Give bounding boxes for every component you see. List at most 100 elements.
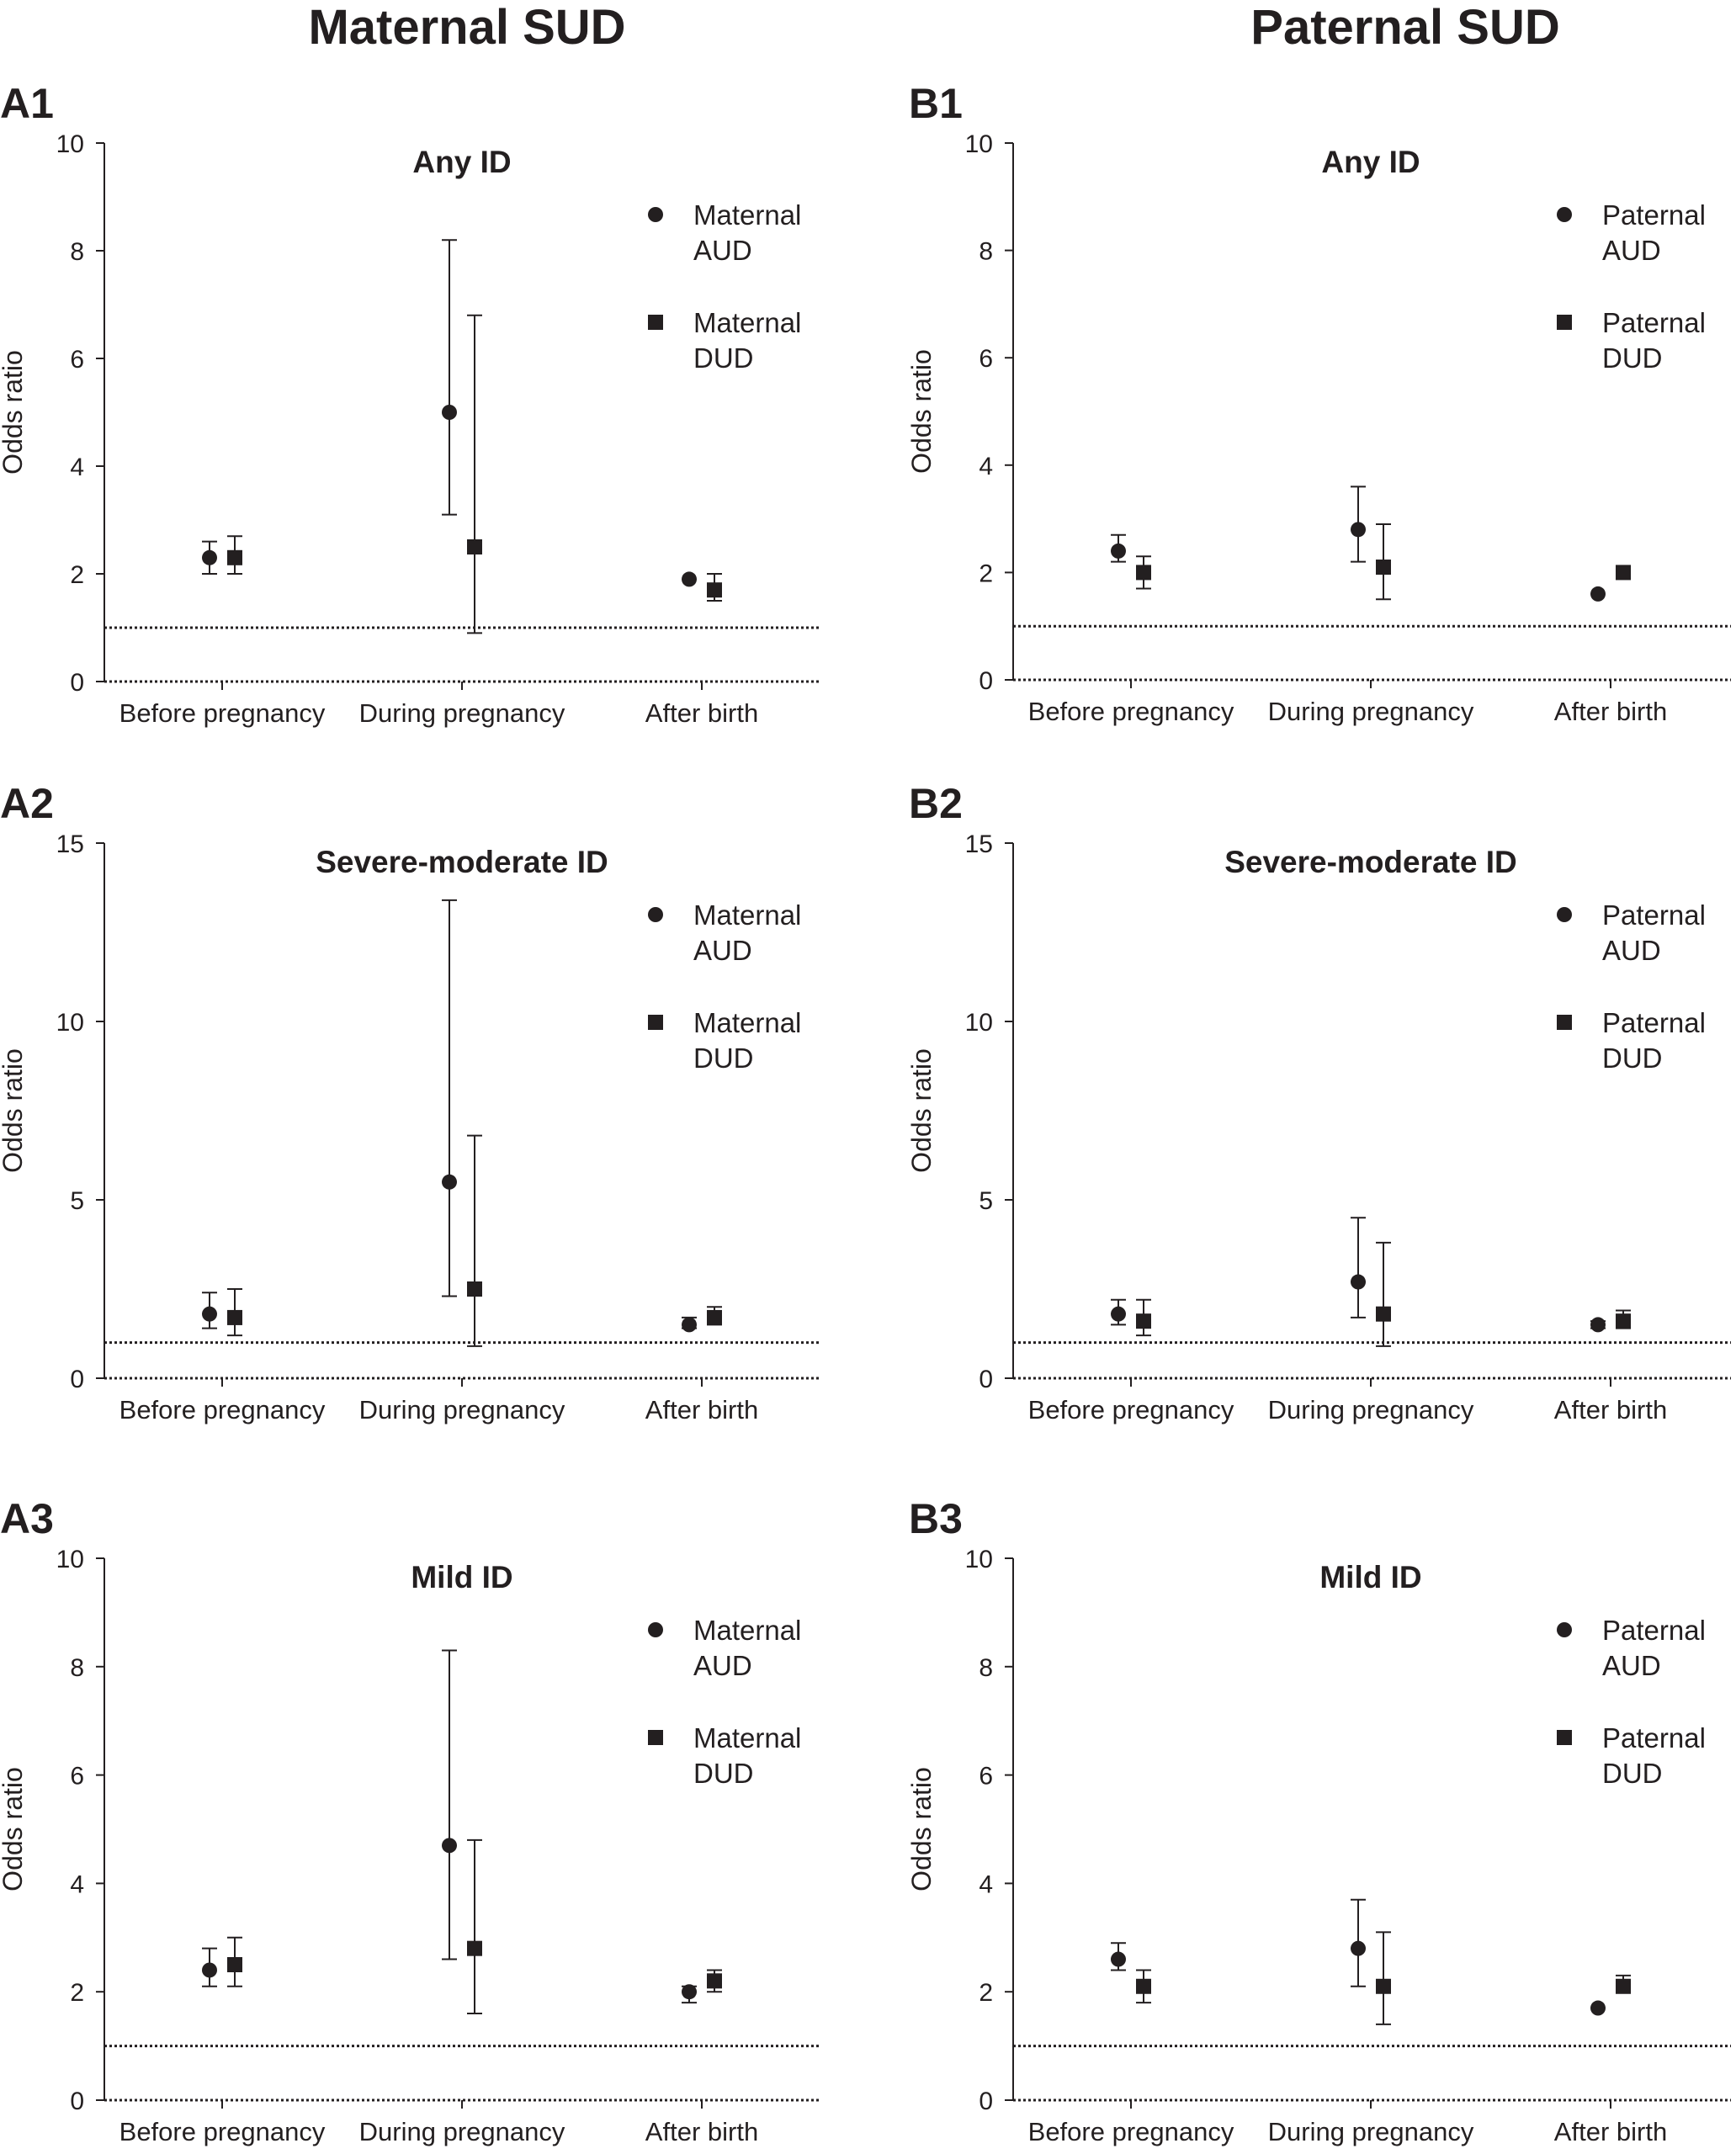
- y-axis-label: Odds ratio: [906, 1048, 937, 1173]
- data-point-aud: [202, 549, 217, 565]
- y-tick-label: 0: [70, 2088, 84, 2115]
- legend-label-line: DUD: [1602, 342, 1663, 374]
- legend-label-line: Paternal: [1602, 1615, 1706, 1646]
- y-tick-label: 0: [979, 2088, 993, 2115]
- data-point-aud: [682, 1317, 697, 1333]
- x-tick-label: During pregnancy: [1268, 1395, 1474, 1425]
- y-tick-label: 10: [56, 1009, 84, 1037]
- legend-label: Paternal AUD: [1602, 1615, 1706, 1681]
- legend-marker-square: [1557, 315, 1572, 330]
- legend-label-line: Paternal: [1602, 307, 1706, 338]
- y-tick-label: 8: [70, 1654, 84, 1682]
- x-tick-label: After birth: [645, 698, 758, 728]
- y-tick-label: 2: [70, 1979, 84, 2007]
- panel-title: Severe-moderate ID: [316, 845, 608, 879]
- panel-label: A1: [0, 80, 54, 127]
- data-point-dud: [227, 549, 242, 565]
- y-tick-label: 4: [979, 453, 993, 480]
- legend-label: Paternal AUD: [1602, 199, 1706, 266]
- x-tick-label: Before pregnancy: [119, 698, 326, 728]
- legend-label-line: DUD: [1602, 1043, 1663, 1074]
- legend-marker-circle: [1557, 207, 1572, 222]
- data-point-dud: [467, 1281, 482, 1297]
- data-point-aud: [1351, 1940, 1366, 1956]
- legend-label: Paternal DUD: [1602, 1007, 1706, 1074]
- legend-label-line: DUD: [1602, 1758, 1663, 1789]
- legend-label: Paternal DUD: [1602, 1722, 1706, 1789]
- data-point-aud: [442, 1838, 457, 1854]
- data-point-aud: [1111, 543, 1126, 559]
- panels: A1 Any ID 0 2 4 6 8 10 Odds ratio Before pregnanc…: [0, 80, 1731, 2146]
- x-tick-label: After birth: [645, 1395, 758, 1425]
- legend-label-line: DUD: [693, 342, 754, 374]
- data-point-dud: [1376, 1306, 1391, 1322]
- y-axis-label: Odds ratio: [0, 1767, 28, 1891]
- x-tick-label: After birth: [1554, 1395, 1667, 1425]
- panel-label: B3: [909, 1495, 963, 1542]
- data-point-aud: [1111, 1951, 1126, 1967]
- panel-title: Severe-moderate ID: [1224, 845, 1517, 879]
- panel-label: B2: [909, 780, 963, 827]
- legend-label: Maternal DUD: [693, 307, 801, 374]
- y-tick-label: 6: [979, 345, 993, 373]
- legend-label-line: Maternal: [693, 199, 801, 231]
- panel-b1: B1 Any ID 0 2 4 6 8 10 Odds ratio Before pregnanc…: [906, 80, 1731, 726]
- panel-b2: B2 Severe-moderate ID 0 5 10 15 Odds ratio Befo…: [906, 780, 1731, 1425]
- panel-label: A2: [0, 780, 54, 827]
- legend-label-line: AUD: [693, 235, 752, 266]
- legend-label-line: Maternal: [693, 307, 801, 338]
- data-point-dud: [707, 1309, 722, 1325]
- y-tick-label: 10: [56, 130, 84, 158]
- data-point-aud: [1590, 1317, 1606, 1333]
- y-tick-label: 0: [70, 1366, 84, 1393]
- y-tick-label: 0: [70, 669, 84, 697]
- y-tick-label: 0: [979, 1366, 993, 1393]
- legend-marker-circle: [648, 1622, 663, 1637]
- x-tick-label: Before pregnancy: [1028, 697, 1234, 726]
- legend-label-line: DUD: [693, 1043, 754, 1074]
- y-tick-label: 5: [70, 1187, 84, 1215]
- legend-label-line: AUD: [693, 1650, 752, 1681]
- header-paternal-sud: Paternal SUD: [1250, 0, 1559, 55]
- data-point-dud: [1376, 1978, 1391, 1994]
- data-point-dud: [1136, 1978, 1151, 1994]
- data-point-dud: [1616, 1313, 1631, 1329]
- y-tick-label: 0: [979, 667, 993, 695]
- legend-label: Maternal DUD: [693, 1722, 801, 1789]
- x-tick-label: After birth: [1554, 697, 1667, 726]
- data-point-dud: [227, 1957, 242, 1972]
- legend-marker-square: [648, 1730, 663, 1745]
- data-point-aud: [1351, 1274, 1366, 1290]
- panel-a1: A1 Any ID 0 2 4 6 8 10 Odds ratio Before pregnanc…: [0, 80, 820, 728]
- y-tick-label: 15: [56, 830, 84, 858]
- data-point-dud: [1616, 565, 1631, 581]
- legend-label: Maternal AUD: [693, 899, 801, 966]
- legend-label-line: AUD: [1602, 935, 1661, 966]
- data-point-aud: [1590, 2000, 1606, 2016]
- x-tick-label: Before pregnancy: [1028, 2117, 1234, 2146]
- legend-marker-circle: [1557, 1622, 1572, 1637]
- legend-label-line: Paternal: [1602, 199, 1706, 231]
- data-point-dud: [467, 539, 482, 554]
- data-point-dud: [1136, 565, 1151, 581]
- legend-label-line: Maternal: [693, 899, 801, 931]
- legend-label-line: AUD: [693, 935, 752, 966]
- legend-label: Maternal DUD: [693, 1007, 801, 1074]
- panel-b3: B3 Mild ID 0 2 4 6 8 10 Odds ratio Before pregnan…: [906, 1495, 1731, 2146]
- legend-label-line: DUD: [693, 1758, 754, 1789]
- panel-title: Any ID: [1321, 145, 1420, 179]
- x-tick-label: Before pregnancy: [1028, 1395, 1234, 1425]
- panel-title: Any ID: [412, 145, 511, 179]
- x-tick-label: During pregnancy: [1268, 2117, 1474, 2146]
- y-tick-label: 5: [979, 1187, 993, 1215]
- panel-title: Mild ID: [411, 1560, 512, 1594]
- y-tick-label: 2: [70, 561, 84, 589]
- x-tick-label: During pregnancy: [1268, 697, 1474, 726]
- legend-label-line: Paternal: [1602, 899, 1706, 931]
- y-tick-label: 2: [979, 1979, 993, 2007]
- legend-label: Maternal AUD: [693, 1615, 801, 1681]
- y-axis-label: Odds ratio: [906, 349, 937, 474]
- data-point-dud: [1376, 560, 1391, 576]
- y-axis-label: Odds ratio: [906, 1767, 937, 1891]
